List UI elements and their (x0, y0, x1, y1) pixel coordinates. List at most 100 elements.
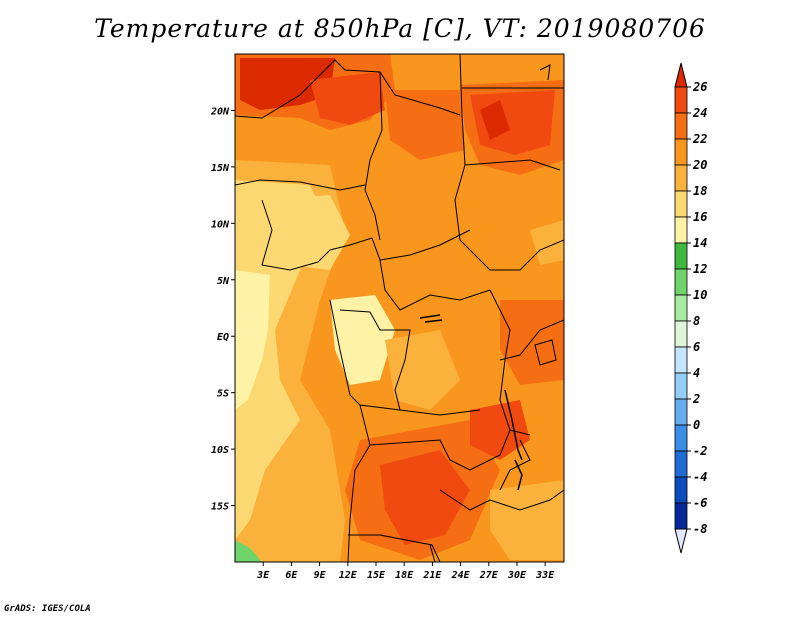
border-sahara (235, 59, 461, 119)
field-zone-ocean-cooler (235, 180, 330, 540)
lat-label: EQ (217, 332, 229, 343)
red-sea-coast (539, 64, 551, 81)
colorbar-swatch (674, 372, 688, 400)
border-car-north (371, 229, 471, 261)
lon-label: 27E (479, 570, 499, 581)
colorbar-swatch (674, 242, 688, 270)
lake-victoria (534, 339, 557, 366)
border-sahel (235, 179, 366, 191)
border-east (464, 159, 561, 171)
field-zone-congo-coolest (330, 295, 395, 385)
chart-title: Temperature at 850hPa [C], VT: 201908070… (94, 14, 706, 43)
colorbar-label: 16 (693, 210, 707, 224)
congo-river-marks (419, 314, 443, 323)
field-zone-nigeria-cooler (260, 195, 350, 270)
longitude-axis: 3E 6E 9E 12E 15E 18E 21E 24E 27E 30E 33E (256, 562, 555, 581)
colorbar-swatch (674, 346, 688, 374)
colorbar-label: 24 (692, 106, 707, 120)
field-zone-central-cool (385, 330, 460, 410)
border-congo (339, 309, 411, 411)
field-zone-chad-warm (385, 90, 465, 160)
field-zone-north-hot (240, 58, 335, 110)
colorbar-bottom-arrow (674, 528, 688, 554)
colorbar-label: 6 (693, 340, 700, 354)
border-angola-west (347, 404, 371, 562)
field-zone-coolest (235, 270, 270, 410)
colorbar-swatch (674, 424, 688, 452)
lat-label: 10N (211, 219, 230, 230)
colorbar-swatch (674, 268, 688, 296)
latitude-axis: 20N 15N 10N 5N EQ 5S 10S 15S (210, 106, 235, 513)
colorbar-label: 12 (693, 262, 707, 276)
border-malawi (499, 439, 531, 491)
lon-label: 33E (535, 570, 555, 581)
colorbar-top-arrow (674, 62, 688, 88)
border-drc-east (489, 289, 531, 436)
colorbar-label: 0 (693, 418, 700, 432)
colorbar-swatch (674, 190, 688, 218)
lat-label: 10S (211, 445, 229, 456)
lake-malawi (514, 459, 523, 491)
grads-credit: GrADS: IGES/COLA (4, 604, 91, 614)
colorbar-label: 2 (692, 392, 700, 406)
colorbar-swatch (674, 320, 688, 348)
colorbar-label: 20 (692, 158, 707, 172)
lake-tanganyika (504, 389, 523, 461)
border-angola-zambia (369, 429, 511, 471)
colorbar-label: 14 (693, 236, 707, 250)
colorbar-swatch (674, 164, 688, 192)
colorbar-label: -8 (693, 522, 707, 536)
border-kenya (499, 319, 564, 361)
map-frame (234, 53, 565, 563)
border-zambia-south (439, 489, 564, 511)
border-westafrica (261, 199, 373, 271)
colorbar-label: -4 (693, 470, 707, 484)
field-zone-north-verywarm (310, 72, 385, 125)
colorbar-swatch (674, 476, 688, 504)
field-zone-south-verywarm (380, 450, 470, 545)
colorbar-swatch (674, 216, 688, 244)
field-zone-green (235, 540, 262, 562)
field-zone-sudan-verywarm (470, 90, 555, 155)
colorbar-label: 18 (693, 184, 707, 198)
border-sudan (454, 54, 564, 271)
field-zone-southeast-cool (490, 480, 564, 560)
lon-label: 30E (507, 570, 527, 581)
field-zone-ethiopia-cool (530, 220, 564, 265)
border-namibia (348, 534, 441, 562)
colorbar-label: 10 (693, 288, 707, 302)
lat-label: 5S (217, 389, 229, 400)
colorbar-swatch (674, 138, 688, 166)
colorbar-swatch (674, 450, 688, 478)
colorbar-swatch (674, 294, 688, 322)
colorbar-label: -2 (693, 444, 707, 458)
colorbar-label: 8 (693, 314, 700, 328)
colorbar-swatch (674, 86, 688, 114)
lon-label: 6E (285, 570, 298, 581)
lon-label: 9E (314, 570, 327, 581)
lon-label: 18E (395, 570, 414, 581)
lon-label: 12E (339, 570, 358, 581)
lon-label: 15E (367, 570, 386, 581)
colorbar-label: 26 (692, 80, 707, 94)
colorbar-swatch (674, 112, 688, 140)
field-zone-tanzania-verywarm (470, 400, 530, 460)
colorbar-swatch (674, 502, 688, 530)
colorbar-label: -6 (693, 496, 707, 510)
lat-label: 20N (210, 106, 230, 117)
lat-label: 15S (211, 502, 229, 513)
lon-label: 3E (256, 570, 270, 581)
border-botswana (429, 544, 436, 562)
field-zone-eastlakes-warm (500, 300, 564, 385)
colorbar-label: 4 (693, 366, 700, 380)
border-car-south (379, 259, 491, 311)
border-niger-chad (364, 71, 383, 241)
temperature-field (235, 54, 564, 562)
field-zone-sudan-hot (480, 100, 510, 140)
colorbar-label: 22 (692, 132, 707, 146)
colorbar-swatch (674, 398, 688, 426)
lat-label: 15N (211, 163, 230, 174)
